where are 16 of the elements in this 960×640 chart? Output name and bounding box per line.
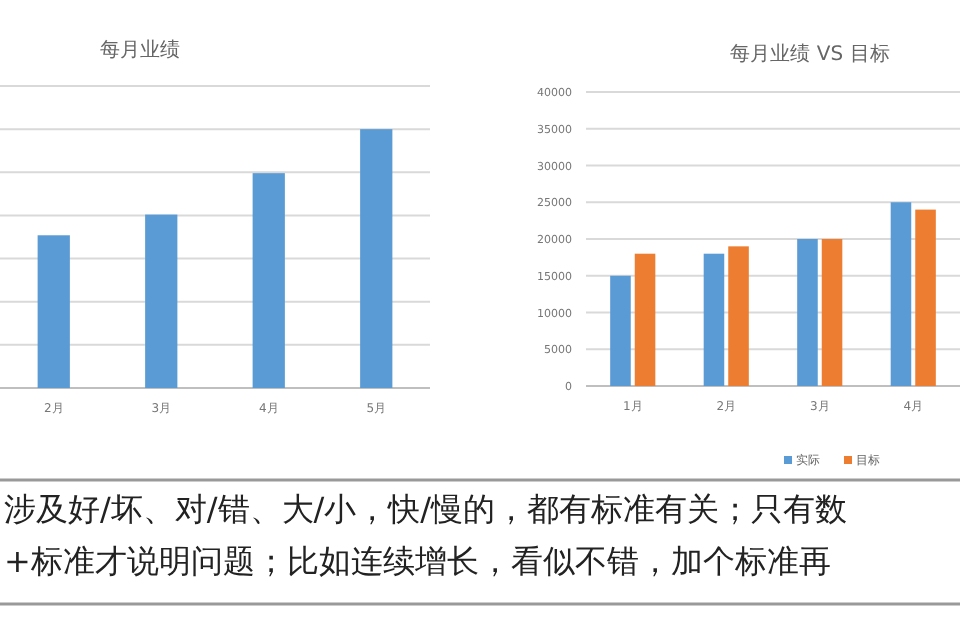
bar	[915, 209, 936, 386]
chart-title: 每月业绩	[100, 38, 180, 62]
text: 涉及好/坏、对/错、大/小，快/慢的，都有标准有关；只有数	[4, 490, 848, 528]
bar	[728, 246, 749, 386]
bar	[890, 202, 912, 386]
chart-title: 每月业绩 VS 目标	[730, 42, 890, 66]
bar	[360, 129, 393, 388]
bar	[610, 275, 631, 386]
bar	[797, 239, 818, 386]
bar	[703, 253, 725, 386]
bar	[634, 253, 656, 386]
bar	[252, 173, 285, 388]
bar	[145, 214, 178, 388]
bar	[37, 235, 70, 388]
bar	[821, 239, 843, 386]
text: +标准才说明问题；比如连续增长，看似不错，加个标准再	[4, 542, 831, 580]
